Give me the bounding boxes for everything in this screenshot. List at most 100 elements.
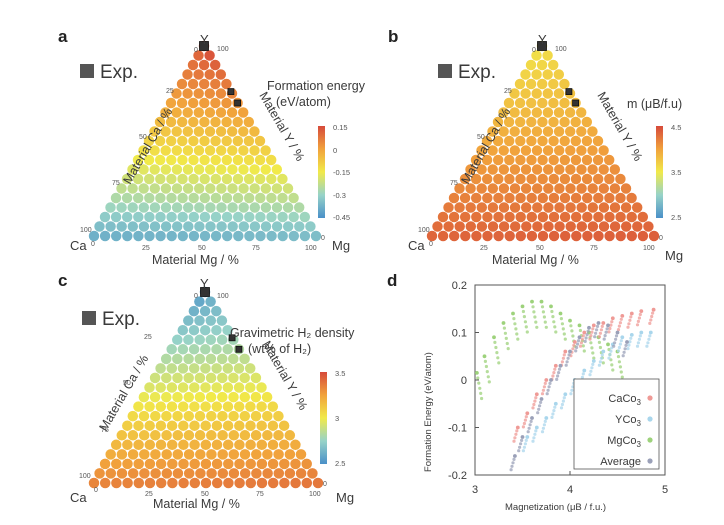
ternary-cell	[166, 154, 177, 166]
ternary-cell	[232, 116, 243, 128]
ternary-cell	[615, 230, 626, 242]
x-tick-label: 3	[472, 484, 478, 496]
ternary-cell	[194, 430, 206, 441]
ternary-cell	[238, 202, 249, 213]
ternary-cell	[504, 192, 515, 204]
ternary-cell	[498, 126, 509, 137]
ternary-cell	[559, 211, 571, 223]
data-point-average	[567, 353, 571, 357]
ternary-cell	[171, 145, 183, 156]
y-tick-label: 0.1	[452, 328, 467, 340]
data-point-yco3	[582, 368, 587, 373]
ternary-cell	[94, 221, 105, 232]
experimental-point	[234, 99, 242, 107]
ternary-cell	[228, 353, 239, 365]
data-point-mgco3	[581, 344, 585, 348]
data-point-caco3	[651, 311, 655, 315]
ternary-cell	[205, 372, 217, 384]
data-point-average	[568, 349, 572, 354]
colorbar-c	[320, 372, 327, 464]
ternary-cell	[487, 126, 498, 137]
ternary-cell	[206, 449, 217, 460]
ternary-cell	[260, 202, 272, 213]
ternary-cell	[172, 334, 183, 346]
ternary-cell	[542, 88, 554, 99]
ternary-cell	[110, 230, 122, 242]
ternary-cell	[204, 107, 216, 118]
ternary-cell	[481, 154, 493, 166]
ternary-cell	[182, 164, 194, 175]
ternary-cell	[273, 430, 284, 441]
tick-bottom-50-c: 50	[201, 491, 209, 498]
ternary-cell	[520, 107, 531, 118]
ternary-cell	[178, 439, 189, 451]
ternary-cell	[193, 69, 204, 80]
ternary-cell	[176, 116, 188, 128]
ternary-cell	[245, 458, 256, 470]
ternary-cell	[211, 420, 223, 431]
ternary-cell	[570, 173, 582, 185]
data-point-caco3	[544, 378, 549, 382]
data-point-mgco3	[479, 391, 483, 395]
ternary-cell	[305, 221, 316, 232]
ternary-cell	[217, 449, 228, 460]
data-point-mgco3	[521, 309, 526, 314]
ternary-cell	[267, 458, 279, 470]
ternary-cell	[307, 468, 318, 479]
ternary-cell	[132, 173, 144, 185]
data-point-mgco3	[558, 311, 563, 316]
ternary-cell	[194, 221, 205, 232]
ternary-cell	[243, 173, 255, 185]
data-point-caco3	[522, 421, 527, 426]
corner-mg-c: Mg	[336, 490, 354, 505]
data-point-caco3	[578, 344, 583, 348]
data-point-mgco3	[550, 309, 554, 314]
ternary-cell	[554, 221, 565, 232]
ternary-cell	[161, 372, 172, 384]
ternary-cell	[245, 382, 256, 393]
ternary-cell	[226, 126, 238, 137]
ternary-cell	[150, 410, 161, 422]
ternary-cell	[509, 126, 520, 137]
ternary-cell	[99, 211, 111, 223]
ternary-cell	[559, 192, 571, 204]
data-point-caco3	[638, 312, 642, 317]
ternary-cell	[277, 173, 288, 185]
ternary-cell	[576, 145, 587, 156]
ternary-cell	[226, 107, 238, 118]
ternary-cell	[310, 230, 322, 242]
ternary-cell	[509, 164, 521, 175]
ternary-cell	[198, 59, 210, 71]
data-point-yco3	[601, 349, 606, 354]
data-point-yco3	[570, 388, 574, 392]
ternary-cell	[211, 401, 223, 412]
ternary-cell	[200, 382, 211, 393]
data-point-average	[555, 377, 559, 381]
ternary-cell	[278, 439, 290, 451]
exp-legend-text-c: Exp.	[102, 309, 140, 330]
data-point-mgco3	[610, 363, 614, 367]
ternary-cell	[216, 202, 227, 213]
ternary-cell	[166, 192, 177, 204]
ternary-cell	[587, 145, 598, 156]
colorbar-title-a-2: (eV/atom)	[276, 95, 331, 109]
data-point-mgco3	[617, 360, 622, 364]
ternary-cell	[609, 183, 621, 194]
ternary-cell	[144, 477, 156, 489]
ternary-cell	[432, 221, 443, 232]
data-point-caco3	[619, 317, 623, 321]
ternary-cell	[294, 221, 305, 232]
data-point-yco3	[607, 356, 611, 360]
data-point-caco3	[590, 330, 594, 334]
ternary-cell	[187, 78, 199, 90]
ternary-cell	[575, 107, 587, 118]
ternary-cell	[177, 154, 188, 166]
tick-left-25-b: 25	[504, 88, 512, 95]
ternary-cell	[559, 230, 571, 242]
ternary-cell	[166, 230, 177, 242]
ternary-cell	[204, 164, 216, 175]
ternary-cell	[604, 192, 615, 204]
ternary-cell	[133, 211, 144, 223]
ternary-cell	[182, 126, 194, 137]
data-point-yco3	[635, 344, 640, 348]
